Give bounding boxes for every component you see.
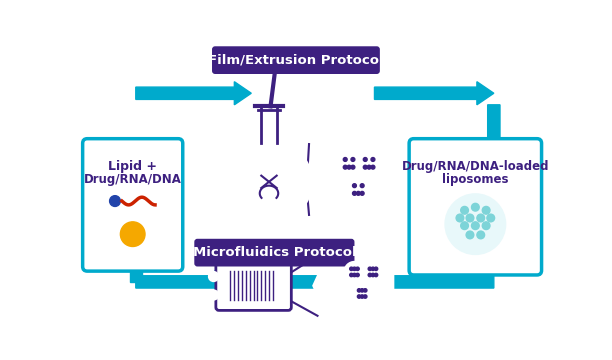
Circle shape — [351, 165, 355, 169]
Circle shape — [332, 147, 366, 180]
Circle shape — [364, 165, 367, 169]
Circle shape — [375, 273, 378, 277]
FancyBboxPatch shape — [409, 139, 542, 275]
Circle shape — [368, 267, 371, 270]
Circle shape — [343, 165, 347, 169]
Circle shape — [487, 214, 494, 222]
Circle shape — [273, 238, 280, 246]
Circle shape — [345, 262, 365, 282]
FancyBboxPatch shape — [216, 262, 291, 310]
Circle shape — [351, 158, 355, 161]
Circle shape — [471, 222, 479, 230]
Text: Drug/RNA/DNA-loaded: Drug/RNA/DNA-loaded — [401, 160, 549, 173]
Circle shape — [360, 155, 378, 172]
Circle shape — [364, 289, 367, 292]
Text: Drug/RNA/DNA: Drug/RNA/DNA — [84, 172, 182, 185]
Circle shape — [356, 192, 360, 195]
FancyBboxPatch shape — [212, 46, 380, 74]
Bar — [261, 105, 277, 143]
Circle shape — [354, 285, 371, 302]
Circle shape — [353, 184, 356, 188]
Circle shape — [482, 206, 490, 214]
Circle shape — [367, 165, 371, 169]
Bar — [267, 55, 282, 70]
Circle shape — [360, 184, 364, 188]
Circle shape — [364, 158, 367, 161]
Circle shape — [357, 295, 361, 298]
Circle shape — [343, 174, 374, 205]
Text: liposomes: liposomes — [442, 172, 509, 185]
Circle shape — [349, 280, 375, 306]
Circle shape — [343, 158, 347, 161]
Circle shape — [365, 264, 381, 280]
Circle shape — [466, 214, 474, 222]
FancyBboxPatch shape — [194, 239, 354, 266]
Circle shape — [371, 158, 375, 161]
FancyArrow shape — [255, 270, 494, 293]
Circle shape — [353, 273, 356, 277]
Circle shape — [209, 291, 218, 300]
FancyArrow shape — [136, 270, 232, 293]
Circle shape — [368, 273, 371, 277]
Circle shape — [371, 273, 375, 277]
Polygon shape — [301, 142, 394, 219]
Circle shape — [349, 273, 353, 277]
Circle shape — [446, 195, 505, 253]
Circle shape — [226, 139, 312, 224]
Bar — [246, 235, 292, 249]
Circle shape — [355, 149, 383, 177]
Polygon shape — [313, 252, 393, 320]
Circle shape — [461, 206, 468, 214]
Circle shape — [482, 222, 490, 230]
Text: Microfluidics Protocol: Microfluidics Protocol — [193, 246, 356, 259]
Circle shape — [364, 295, 367, 298]
FancyArrow shape — [482, 105, 506, 266]
FancyBboxPatch shape — [83, 139, 183, 271]
Circle shape — [371, 267, 375, 270]
Circle shape — [209, 272, 218, 281]
Circle shape — [360, 192, 364, 195]
FancyArrow shape — [375, 82, 494, 105]
Circle shape — [357, 289, 361, 292]
Circle shape — [360, 295, 364, 298]
Circle shape — [356, 273, 359, 277]
Circle shape — [461, 222, 468, 230]
Circle shape — [347, 165, 351, 169]
Polygon shape — [274, 45, 292, 64]
Circle shape — [477, 214, 485, 222]
Bar — [240, 226, 298, 235]
Bar — [130, 147, 142, 282]
Circle shape — [356, 267, 359, 270]
Circle shape — [360, 260, 386, 284]
Text: Lipid +: Lipid + — [108, 160, 157, 173]
Circle shape — [456, 214, 464, 222]
Circle shape — [110, 195, 121, 206]
Circle shape — [338, 152, 360, 175]
FancyArrow shape — [136, 82, 252, 105]
Circle shape — [375, 267, 378, 270]
Circle shape — [340, 257, 369, 287]
Circle shape — [353, 192, 356, 195]
Circle shape — [353, 267, 356, 270]
Circle shape — [477, 231, 485, 239]
Circle shape — [371, 165, 375, 169]
Circle shape — [466, 231, 474, 239]
Circle shape — [349, 267, 353, 270]
Circle shape — [471, 203, 479, 211]
Circle shape — [360, 289, 364, 292]
Circle shape — [121, 222, 145, 247]
Text: Film/Extrusion Protocol: Film/Extrusion Protocol — [208, 54, 384, 67]
Circle shape — [348, 180, 368, 199]
